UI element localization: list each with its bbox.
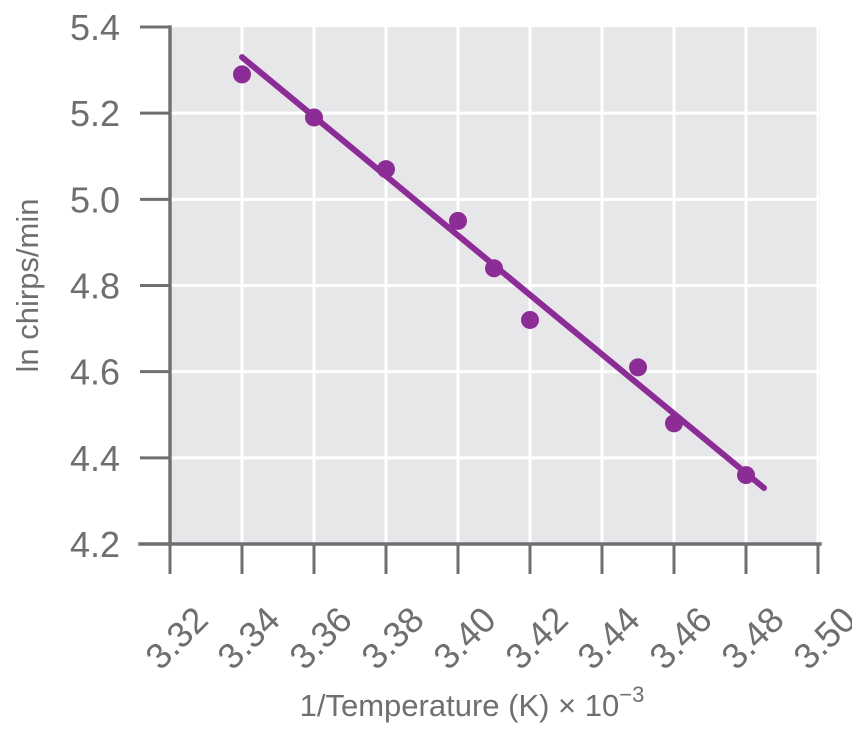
data-point [521,310,539,329]
x-tick-label: 3.36 [281,599,360,678]
y-tick-label: 4.4 [70,438,120,479]
data-point [449,211,467,230]
trend-line [239,54,767,491]
x-tick-label: 3.48 [713,599,792,678]
y-tick-label: 4.8 [70,266,120,307]
data-point [233,65,251,84]
x-tick-label: 3.44 [569,599,648,678]
y-tick-label: 5.0 [70,179,120,220]
x-tick-label: 3.46 [641,599,720,678]
x-tick-label: 3.38 [353,599,432,678]
x-axis-title: 1/Temperature (K) × 10−3 [300,682,645,723]
y-axis-title: ln chirps/min [10,199,45,373]
x-tick-label: 3.42 [497,599,576,678]
x-tick-label: 3.32 [137,599,216,678]
y-tick-label: 4.2 [70,524,120,565]
data-point [629,358,647,377]
y-tick-label: 4.6 [70,352,120,393]
x-tick-label: 3.34 [209,599,288,678]
y-tick-label: 5.4 [70,7,120,48]
x-tick-label: 3.50 [785,599,852,678]
y-tick-label: 5.2 [70,93,120,134]
x-tick-label: 3.40 [425,599,504,678]
